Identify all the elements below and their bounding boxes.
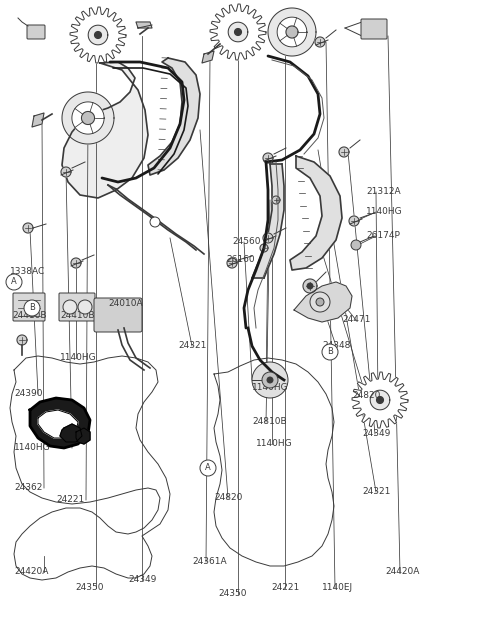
Circle shape bbox=[150, 217, 160, 227]
Text: 24410B: 24410B bbox=[12, 312, 47, 320]
Text: 24348: 24348 bbox=[322, 341, 350, 350]
Polygon shape bbox=[370, 390, 390, 410]
Text: 26174P: 26174P bbox=[366, 231, 400, 241]
Polygon shape bbox=[70, 7, 126, 63]
Polygon shape bbox=[148, 58, 200, 175]
Polygon shape bbox=[17, 335, 27, 345]
Polygon shape bbox=[76, 428, 90, 444]
Text: A: A bbox=[205, 463, 211, 473]
Text: 1140HG: 1140HG bbox=[60, 354, 96, 363]
Circle shape bbox=[310, 292, 330, 312]
Text: B: B bbox=[29, 304, 35, 312]
Text: 24410B: 24410B bbox=[60, 312, 95, 320]
Circle shape bbox=[322, 344, 338, 360]
Circle shape bbox=[78, 300, 92, 314]
Text: 24221: 24221 bbox=[56, 495, 84, 505]
Polygon shape bbox=[294, 282, 352, 322]
FancyBboxPatch shape bbox=[94, 298, 142, 332]
Text: 24810B: 24810B bbox=[252, 418, 287, 426]
Polygon shape bbox=[260, 244, 268, 252]
Text: 24420A: 24420A bbox=[385, 568, 420, 576]
Polygon shape bbox=[290, 156, 342, 270]
Text: 24560: 24560 bbox=[232, 238, 261, 247]
Circle shape bbox=[252, 362, 288, 398]
Text: 24321: 24321 bbox=[362, 487, 390, 497]
Text: 24361A: 24361A bbox=[192, 558, 227, 566]
Text: 24350: 24350 bbox=[75, 584, 104, 592]
Polygon shape bbox=[277, 17, 307, 47]
Polygon shape bbox=[303, 279, 317, 293]
Circle shape bbox=[63, 300, 77, 314]
Text: B: B bbox=[327, 347, 333, 357]
Circle shape bbox=[267, 377, 273, 383]
Polygon shape bbox=[352, 372, 408, 428]
Polygon shape bbox=[32, 113, 44, 127]
Polygon shape bbox=[136, 22, 152, 28]
Text: 1140HG: 1140HG bbox=[256, 439, 293, 449]
Circle shape bbox=[351, 240, 361, 250]
Polygon shape bbox=[349, 216, 359, 226]
Polygon shape bbox=[23, 223, 33, 233]
Text: 24820: 24820 bbox=[352, 392, 380, 400]
Polygon shape bbox=[263, 153, 273, 163]
Text: 24349: 24349 bbox=[128, 576, 156, 584]
FancyBboxPatch shape bbox=[361, 19, 387, 39]
Text: 24362: 24362 bbox=[14, 484, 42, 492]
Polygon shape bbox=[228, 22, 248, 42]
Polygon shape bbox=[61, 167, 71, 177]
Polygon shape bbox=[315, 37, 325, 47]
Polygon shape bbox=[60, 424, 82, 442]
Text: 1140HG: 1140HG bbox=[252, 384, 288, 392]
Polygon shape bbox=[10, 356, 170, 580]
Polygon shape bbox=[202, 51, 214, 63]
Circle shape bbox=[6, 274, 22, 290]
Text: 24221: 24221 bbox=[271, 584, 299, 592]
Text: 24321: 24321 bbox=[178, 341, 206, 350]
Text: 21312A: 21312A bbox=[366, 188, 401, 196]
Text: 26160: 26160 bbox=[226, 255, 254, 265]
Polygon shape bbox=[339, 147, 349, 157]
Text: 1140EJ: 1140EJ bbox=[322, 584, 353, 592]
Polygon shape bbox=[38, 410, 78, 438]
Polygon shape bbox=[214, 358, 334, 566]
Polygon shape bbox=[71, 258, 81, 268]
Text: 24820: 24820 bbox=[214, 494, 242, 502]
Polygon shape bbox=[82, 112, 95, 125]
Polygon shape bbox=[62, 62, 148, 198]
Polygon shape bbox=[268, 8, 316, 56]
Text: 1338AC: 1338AC bbox=[10, 268, 45, 276]
Polygon shape bbox=[227, 258, 237, 268]
Text: 1140HG: 1140HG bbox=[366, 207, 403, 217]
Text: A: A bbox=[11, 278, 17, 286]
Polygon shape bbox=[88, 25, 108, 45]
Polygon shape bbox=[252, 164, 284, 278]
Polygon shape bbox=[235, 28, 241, 35]
Circle shape bbox=[316, 298, 324, 306]
Polygon shape bbox=[272, 196, 280, 204]
Polygon shape bbox=[210, 4, 266, 60]
Circle shape bbox=[24, 300, 40, 316]
Text: 24349: 24349 bbox=[362, 429, 390, 439]
Polygon shape bbox=[62, 92, 114, 144]
FancyBboxPatch shape bbox=[59, 293, 95, 321]
Text: 24420A: 24420A bbox=[14, 568, 48, 576]
Circle shape bbox=[307, 283, 313, 289]
FancyBboxPatch shape bbox=[27, 25, 45, 39]
Polygon shape bbox=[263, 233, 273, 243]
Polygon shape bbox=[286, 26, 298, 38]
Polygon shape bbox=[377, 397, 384, 404]
Text: 24010A: 24010A bbox=[108, 299, 143, 308]
Polygon shape bbox=[95, 31, 101, 38]
FancyBboxPatch shape bbox=[13, 293, 45, 321]
Circle shape bbox=[200, 460, 216, 476]
Circle shape bbox=[262, 372, 278, 388]
Text: 24390: 24390 bbox=[14, 389, 43, 399]
Polygon shape bbox=[30, 398, 90, 448]
Text: 1140HG: 1140HG bbox=[14, 444, 50, 452]
Text: 24471: 24471 bbox=[342, 315, 371, 325]
Text: 24350: 24350 bbox=[218, 589, 247, 598]
Polygon shape bbox=[72, 102, 104, 134]
